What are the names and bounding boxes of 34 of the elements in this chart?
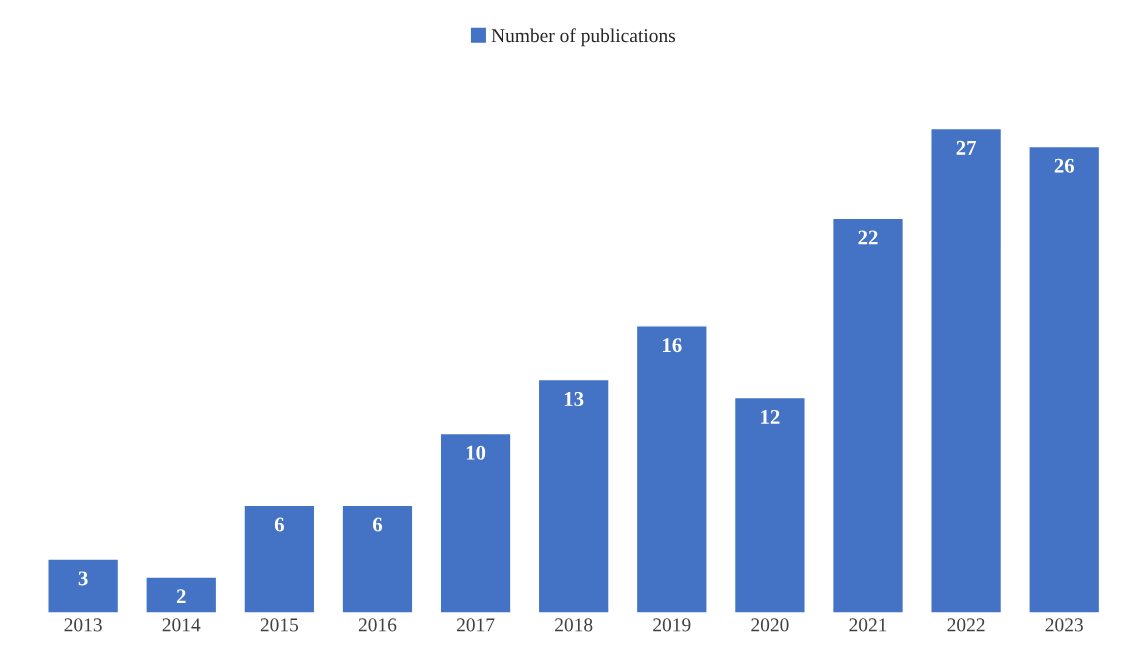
data-label: 12 [761,409,780,424]
x-tick-label: 2021 [849,618,887,632]
x-tick-label: 2022 [947,618,985,632]
data-label: 16 [663,338,682,353]
bar [635,325,708,613]
x-tick-label: 2020 [751,618,789,632]
data-label: 22 [858,230,878,245]
data-label: 13 [564,392,584,406]
x-tick-label: 2015 [260,618,299,632]
bar [930,127,1003,613]
bar [733,396,806,613]
x-tick-label: 2017 [456,618,495,632]
x-tick-label: 2013 [64,618,102,632]
bar [831,217,905,613]
x-tick-label: 2023 [1045,618,1083,632]
data-label: 27 [956,140,977,155]
bar [243,504,316,613]
x-tick-label: 2018 [555,618,593,632]
bar [1028,145,1101,613]
bar [145,576,218,613]
x-tick-label: 2019 [653,618,691,632]
data-label: 26 [1054,158,1075,173]
bar [341,504,414,613]
data-label: 6 [372,517,383,532]
legend-label: Number of publications [491,28,676,47]
bar [537,378,610,613]
bar [439,432,512,613]
data-label: 10 [466,445,486,460]
data-label: 2 [176,589,186,604]
data-label: 6 [274,517,284,532]
x-tick-label: 2016 [358,618,397,632]
bar [47,558,120,613]
data-label: 3 [78,571,88,586]
x-tick-label: 2014 [162,618,201,632]
